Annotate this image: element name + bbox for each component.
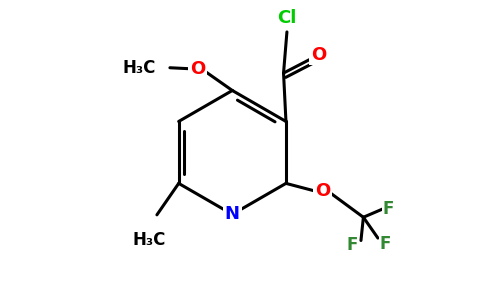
Text: N: N xyxy=(225,206,240,224)
Text: H₃C: H₃C xyxy=(122,59,155,77)
Text: F: F xyxy=(383,200,394,217)
Text: H₃C: H₃C xyxy=(133,231,166,249)
Text: Cl: Cl xyxy=(277,9,297,27)
Text: O: O xyxy=(311,46,326,64)
Text: F: F xyxy=(347,236,358,254)
Text: O: O xyxy=(190,60,205,78)
Text: O: O xyxy=(315,182,330,200)
Text: F: F xyxy=(379,235,391,253)
